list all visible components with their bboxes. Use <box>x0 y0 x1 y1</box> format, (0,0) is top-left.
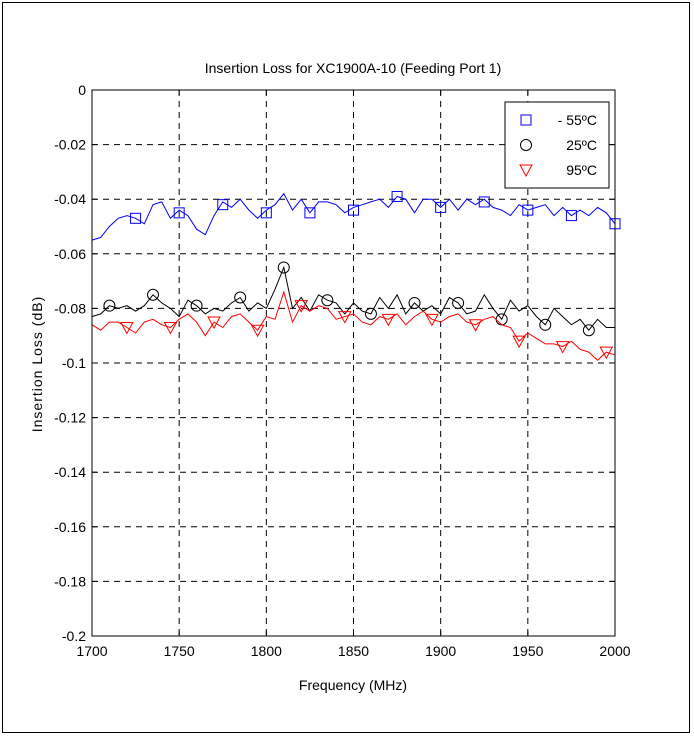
data-point <box>260 207 272 219</box>
data-point <box>163 322 178 335</box>
data-point <box>321 294 334 307</box>
legend-item: 95ºC <box>519 162 597 178</box>
data-point <box>294 300 309 313</box>
y-tick-label: -0.1 <box>62 355 86 371</box>
y-tick-label: -0.14 <box>54 464 86 480</box>
x-tick-label: 1900 <box>425 643 456 659</box>
data-point <box>337 311 352 324</box>
data-point <box>408 296 421 309</box>
series-group <box>91 190 621 361</box>
data-point <box>234 291 247 304</box>
legend-box <box>504 101 610 189</box>
data-point <box>103 299 116 312</box>
y-tick-label: -0.2 <box>62 628 86 644</box>
plot-area-border <box>91 89 616 637</box>
y-tick-label: 0 <box>78 82 86 98</box>
legend-marker <box>519 164 533 178</box>
data-point <box>381 313 396 327</box>
data-point <box>435 201 447 213</box>
data-point <box>478 196 490 208</box>
data-point <box>452 296 465 309</box>
legend-label: - 55ºC <box>558 112 597 128</box>
data-point <box>522 204 534 216</box>
series-circle <box>91 261 615 337</box>
series-triangle-down <box>91 290 616 361</box>
y-tick-labels: 0 -0.02 -0.04 -0.06 -0.08 -0.1 -0.12 -0.14 -0.16… <box>54 82 86 644</box>
y-tick-label: -0.16 <box>54 519 86 535</box>
data-point <box>217 199 229 211</box>
x-tick-label: 1950 <box>512 643 543 659</box>
y-tick-label: -0.12 <box>54 410 86 426</box>
data-point <box>425 313 439 327</box>
data-point <box>364 307 377 320</box>
x-tick-label: 1800 <box>251 643 282 659</box>
legend-marker <box>520 114 532 126</box>
series-line <box>91 192 616 241</box>
x-tick-label: 1750 <box>164 643 195 659</box>
y-tick-label: -0.06 <box>54 246 86 262</box>
data-point <box>130 212 142 224</box>
data-point <box>391 190 403 202</box>
data-point <box>190 299 203 312</box>
data-point <box>565 210 577 222</box>
legend-label: 25ºC <box>566 137 597 153</box>
data-point <box>512 335 526 349</box>
data-point <box>173 207 185 219</box>
data-point <box>277 261 290 274</box>
legend-item: - 55ºC <box>520 112 597 128</box>
legend-item: 25ºC <box>520 137 597 153</box>
legend: - 55ºC 25ºC 95ºC <box>504 101 610 189</box>
x-tick-label: 1700 <box>76 643 107 659</box>
chart-title: Insertion Loss for XC1900A-10 (Feeding P… <box>205 60 502 76</box>
x-axis-label: Frequency (MHz) <box>299 677 407 693</box>
y-tick-label: -0.18 <box>54 573 86 589</box>
data-point <box>120 322 134 335</box>
legend-label: 95ºC <box>566 162 597 178</box>
x-tick-labels: 1700 1750 1800 1850 1900 1950 2000 <box>76 643 630 659</box>
legend-marker <box>520 139 532 151</box>
data-point <box>250 324 265 338</box>
data-point <box>582 324 595 337</box>
y-axis-label: Insertion Loss (dB) <box>29 296 45 433</box>
y-tick-label: -0.04 <box>54 191 86 207</box>
data-point <box>304 207 316 219</box>
data-point <box>539 318 552 331</box>
data-point <box>348 204 359 216</box>
data-point <box>555 341 570 354</box>
series-line <box>91 265 615 331</box>
x-tick-label: 1850 <box>338 643 369 659</box>
y-tick-label: -0.08 <box>54 300 86 316</box>
y-tick-label: -0.02 <box>54 137 86 153</box>
data-point <box>147 288 160 301</box>
series-line <box>91 290 616 361</box>
x-tick-label: 2000 <box>599 643 630 659</box>
data-point <box>207 316 221 330</box>
data-point <box>468 319 483 332</box>
data-point <box>599 346 614 360</box>
